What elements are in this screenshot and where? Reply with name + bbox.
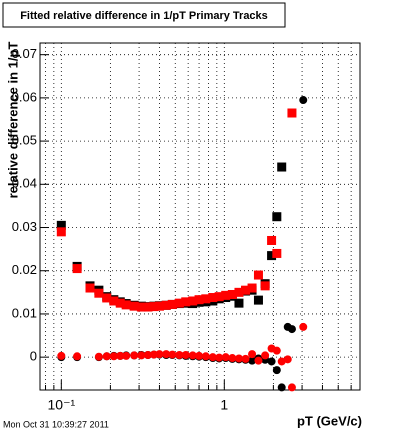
square-marker [109, 296, 119, 306]
square-marker [260, 281, 270, 291]
square-marker [272, 248, 282, 258]
circle-marker [130, 351, 139, 360]
circle-marker [234, 354, 243, 363]
circle-marker [175, 350, 184, 359]
circle-marker [168, 350, 177, 359]
circle-marker [272, 366, 281, 375]
title-box [2, 2, 286, 28]
y-tick-label: 0.01 [12, 305, 37, 320]
circle-marker [143, 350, 152, 359]
circle-marker [228, 354, 237, 363]
square-marker [149, 302, 159, 312]
circle-marker [116, 351, 125, 360]
y-tick-label: 0 [30, 349, 37, 364]
circle-marker [248, 350, 257, 359]
square-marker [121, 300, 131, 310]
square-marker [241, 285, 251, 295]
circle-marker [272, 346, 281, 355]
square-marker [174, 298, 184, 308]
circle-marker [73, 352, 82, 361]
circle-marker [122, 351, 131, 360]
square-marker [167, 299, 177, 309]
square-marker [221, 290, 231, 300]
square-marker [247, 283, 257, 293]
chart-title: Fitted relative difference in 1/pT Prima… [20, 10, 268, 22]
circle-marker [162, 350, 171, 359]
circle-marker [181, 350, 190, 359]
circle-marker [102, 352, 111, 361]
y-tick-label: 0.06 [12, 89, 37, 104]
plot-frame [39, 42, 361, 391]
x-tick-label: 1 [220, 397, 228, 413]
square-marker [102, 293, 112, 303]
square-marker [129, 301, 139, 311]
square-marker [267, 235, 277, 245]
square-marker [94, 288, 104, 298]
x-axis-label: pT (GeV/c) [297, 413, 362, 428]
timestamp: Mon Oct 31 10:39:27 2011 [3, 419, 109, 429]
y-tick-label: 0.02 [12, 262, 37, 277]
circle-marker [299, 96, 308, 105]
circle-marker [277, 383, 286, 392]
circle-marker [215, 353, 224, 362]
circle-marker [201, 352, 210, 361]
square-marker [115, 298, 125, 308]
y-tick-label: 0.07 [12, 46, 37, 61]
x-tick-label: 10⁻¹ [48, 397, 76, 413]
square-marker [267, 251, 277, 261]
square-marker [181, 297, 191, 307]
circle-marker [195, 351, 204, 360]
square-marker [136, 302, 146, 312]
circle-marker [287, 325, 296, 334]
square-marker [201, 294, 211, 304]
circle-marker [277, 357, 286, 366]
square-marker [214, 292, 224, 302]
square-marker [85, 283, 95, 293]
circle-marker [109, 352, 118, 361]
square-marker [194, 295, 204, 305]
circle-marker [208, 353, 217, 362]
circle-marker [267, 357, 276, 366]
square-marker [272, 212, 282, 222]
square-marker [287, 108, 297, 118]
circle-marker [283, 355, 292, 364]
circle-marker [261, 351, 270, 360]
square-marker [154, 301, 164, 311]
circle-marker [94, 352, 103, 361]
y-tick-label: 0.05 [12, 133, 37, 148]
y-tick-label: 0.04 [12, 176, 37, 191]
square-marker [56, 227, 66, 237]
square-marker [253, 295, 263, 305]
circle-marker [221, 353, 230, 362]
circle-marker [254, 356, 263, 365]
square-marker [227, 289, 237, 299]
circle-marker [241, 354, 250, 363]
circle-marker [137, 351, 146, 360]
square-marker [56, 220, 66, 230]
circle-marker [188, 351, 197, 360]
square-marker [208, 293, 218, 303]
circle-marker [155, 350, 164, 359]
square-marker [143, 302, 153, 312]
square-marker [234, 298, 244, 308]
square-marker [253, 270, 263, 280]
square-marker [188, 296, 198, 306]
y-tick-label: 0.03 [12, 219, 37, 234]
square-marker [277, 162, 287, 172]
square-marker [161, 300, 171, 310]
y-axis-label: relative difference in 1/pT [5, 42, 20, 199]
square-marker [72, 264, 82, 274]
circle-marker [287, 383, 296, 392]
circle-marker [248, 356, 257, 365]
circle-marker [57, 351, 66, 360]
circle-marker [299, 322, 308, 331]
square-marker [234, 287, 244, 297]
